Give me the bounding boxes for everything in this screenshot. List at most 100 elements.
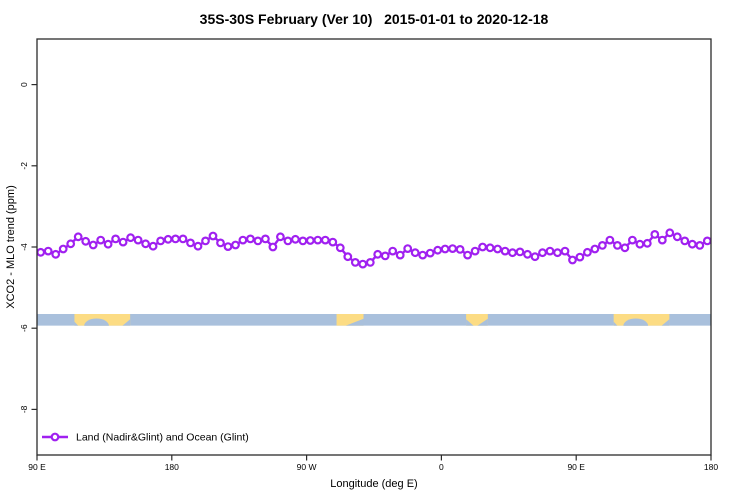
data-point [238, 235, 248, 245]
data-point [687, 239, 697, 249]
x-tick-label: 180 [165, 462, 179, 472]
data-point [148, 241, 158, 251]
data-point [523, 249, 532, 259]
data-series [37, 228, 711, 269]
data-point [665, 228, 675, 238]
data-point [702, 236, 711, 246]
legend-marker-circle [50, 432, 60, 442]
data-point [388, 246, 398, 256]
data-point [320, 235, 330, 245]
data-point [380, 251, 390, 261]
band-cutout [466, 319, 474, 326]
y-tick-label: -8 [19, 405, 29, 413]
data-point [141, 239, 151, 249]
data-point [500, 246, 510, 256]
band-cutout [84, 318, 109, 326]
y-tick-label: 0 [19, 82, 29, 87]
data-point [73, 232, 83, 242]
data-point [515, 247, 525, 257]
data-point [163, 234, 173, 244]
x-tick-label: 90 E [28, 462, 46, 472]
data-point [103, 239, 113, 249]
data-point [508, 248, 517, 258]
data-point [216, 238, 225, 248]
data-point [171, 234, 180, 244]
band-cutout [661, 319, 670, 326]
data-point [455, 244, 465, 254]
plot-box [36, 38, 712, 456]
data-point [231, 240, 240, 250]
data-point [37, 247, 46, 257]
x-axis-label: Longitude (deg E) [330, 478, 417, 490]
data-point [470, 246, 480, 256]
data-point [335, 243, 345, 253]
data-point [403, 244, 413, 254]
data-point [305, 236, 315, 245]
data-point [96, 235, 106, 245]
data-point [425, 248, 435, 258]
data-point [156, 236, 166, 246]
data-point [530, 252, 540, 262]
data-point [328, 237, 338, 247]
data-point [298, 236, 308, 246]
data-point [605, 235, 615, 245]
x-tick-label: 90 W [297, 462, 317, 472]
data-point [410, 248, 420, 258]
band-cutout [477, 318, 488, 326]
data-point [58, 244, 68, 254]
data-point [657, 235, 667, 245]
band-layers [37, 313, 711, 326]
data-point [178, 234, 188, 244]
data-point [223, 242, 233, 252]
data-point [261, 234, 270, 244]
data-point [448, 244, 458, 254]
data-point [672, 232, 682, 242]
data-point [463, 250, 473, 260]
data-point [598, 240, 607, 250]
data-point [133, 235, 143, 245]
data-point [118, 237, 128, 247]
data-point [253, 236, 263, 246]
data-point [575, 252, 585, 262]
ocean-band-rect [37, 313, 711, 326]
band-cutout [345, 318, 364, 326]
data-point [343, 252, 353, 262]
y-tick-label: -6 [19, 324, 29, 332]
data-point [628, 235, 637, 245]
data-point [276, 232, 285, 242]
x-axis-ticks: 90 E 180 90 W 0 90 E 180 [28, 455, 718, 472]
data-point [358, 259, 368, 269]
data-point [51, 249, 61, 259]
y-axis-label: XCO2 - MLO trend (ppm) [5, 185, 17, 308]
data-point [88, 240, 98, 250]
data-point [583, 247, 592, 257]
legend: Land (Nadir&Glint) and Ocean (Glint) [42, 432, 249, 444]
data-point [485, 243, 495, 253]
data-point [186, 238, 195, 248]
data-point [493, 244, 503, 254]
band-cutout [122, 319, 131, 326]
data-point [545, 246, 555, 256]
data-point [560, 246, 570, 256]
data-point [418, 250, 428, 260]
band-cutout [623, 318, 649, 326]
y-tick-label: -2 [19, 162, 29, 170]
band-cutout [74, 321, 79, 326]
band-cutout [613, 321, 618, 326]
data-point [635, 239, 645, 249]
data-point [553, 248, 562, 258]
data-point [208, 231, 218, 241]
x-tick-label: 90 E [567, 462, 585, 472]
data-point [568, 255, 577, 265]
y-axis-ticks: 0 -2 -4 -6 -8 [19, 82, 37, 413]
chart-title: 35S-30S February (Ver 10) 2015-01-01 to … [200, 11, 549, 27]
legend-label: Land (Nadir&Glint) and Ocean (Glint) [76, 432, 249, 444]
data-point [650, 229, 660, 239]
data-point [538, 248, 547, 258]
data-point [111, 234, 120, 244]
data-point [590, 244, 600, 254]
data-point [695, 240, 705, 250]
data-point [66, 239, 76, 249]
